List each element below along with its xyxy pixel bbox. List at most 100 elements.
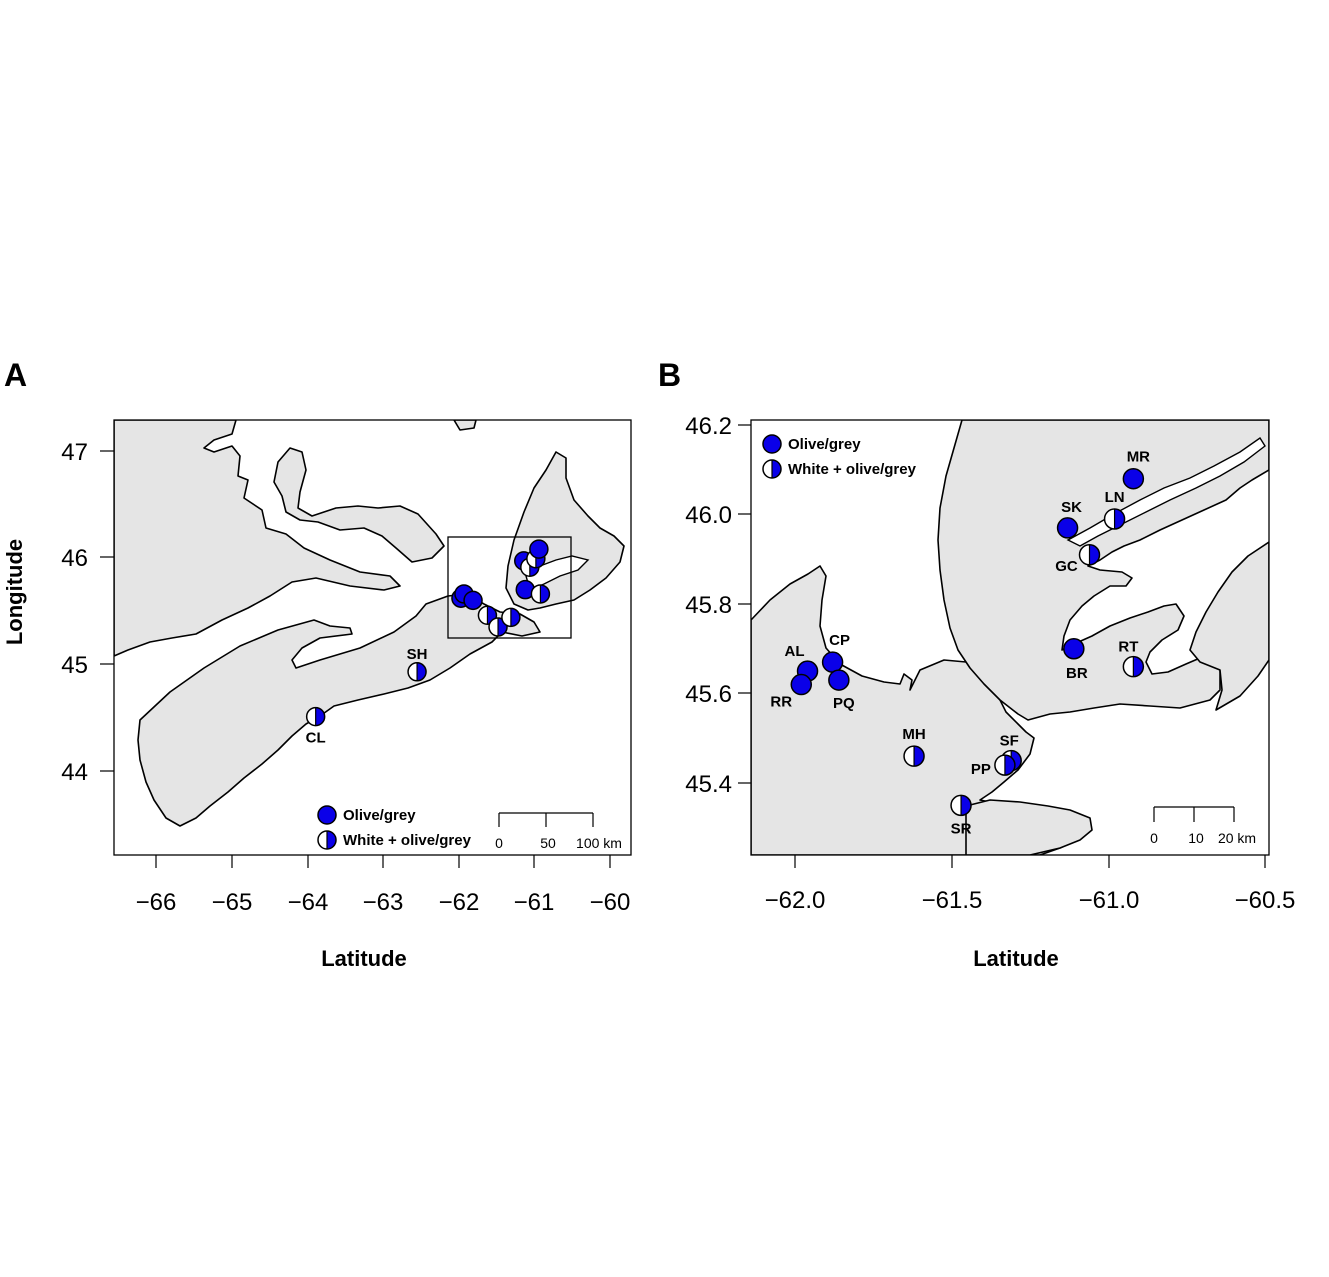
x-tick-a-5: −61 (514, 889, 555, 916)
land-east-peninsula-b (1189, 541, 1269, 711)
legend-half-marker-b (762, 459, 782, 479)
x-tick-a-6: −60 (590, 889, 631, 916)
markers-a (305, 539, 551, 727)
site-label-sk-b: SK (1061, 499, 1082, 516)
site-marker-rr-b (790, 673, 813, 696)
site-label-pq-b: PQ (833, 695, 855, 712)
x-tick-a-2: −64 (288, 889, 329, 916)
scale-b-2: 20 km (1218, 830, 1256, 846)
site-marker-cp-b (821, 651, 844, 673)
site-label-mh-b: MH (902, 726, 925, 743)
x-tick-b-3: −60.5 (1235, 887, 1296, 914)
site-label-sr-b: SR (951, 820, 972, 837)
site-marker-pp-b (994, 754, 1016, 776)
site-label-ln-b: LN (1105, 489, 1125, 506)
x-axis-a: −66 −65 −64 −63 −62 −61 −60 (136, 855, 631, 916)
y-tick-b-3: 45.6 (685, 681, 732, 708)
panel-b: B 46.2 46.0 45.8 45.6 45.4 (658, 357, 1295, 971)
x-tick-b-2: −61.0 (1079, 887, 1140, 914)
legend-half-glyph-b (762, 459, 782, 479)
map-a-frame (113, 419, 632, 856)
x-axis-label-b: Latitude (973, 946, 1059, 971)
legend-half-label-a: White + olive/grey (343, 832, 472, 849)
site-label-rr-b: RR (770, 694, 792, 711)
scale-b-1: 10 (1188, 830, 1204, 846)
y-tick-b-2: 45.8 (685, 592, 732, 619)
y-tick-a-0: 47 (61, 439, 88, 466)
y-tick-a-1: 46 (61, 545, 88, 572)
x-tick-b-1: −61.5 (922, 887, 983, 914)
x-axis-label-a: Latitude (321, 946, 407, 971)
site-label-pp-b: PP (971, 761, 991, 778)
y-tick-a-2: 45 (61, 652, 88, 679)
scale-a-2: 100 km (576, 835, 622, 851)
scale-b-0: 0 (1150, 830, 1158, 846)
legend-solid-label-a: Olive/grey (343, 807, 416, 824)
site-marker-sr-b (950, 794, 972, 817)
site-labels-b: MR SK LN GC CP AL RR PQ BR RT MH SF PP SR (770, 449, 1150, 838)
panel-letter-a: A (4, 357, 27, 393)
inset-box (447, 536, 572, 639)
legend-half-marker-a (317, 830, 337, 850)
site-marker-pq-b (828, 669, 850, 691)
map-point-a-11 (529, 539, 549, 559)
legend-a: Olive/grey White + olive/grey (317, 805, 472, 850)
land-prince-edward-island (273, 447, 445, 563)
x-tick-b-0: −62.0 (765, 887, 826, 914)
site-label-mr-b: MR (1127, 449, 1150, 466)
y-axis-label-a: Longitude (2, 539, 27, 645)
map-b-frame (750, 419, 1270, 856)
map-a-land (114, 420, 625, 827)
site-marker-mh-b (903, 745, 925, 767)
y-tick-b-1: 46.0 (685, 502, 732, 529)
x-tick-a-4: −62 (439, 889, 480, 916)
site-label-br-b: BR (1066, 665, 1088, 682)
site-label-rt-b: RT (1118, 639, 1138, 656)
land-new-brunswick (114, 420, 401, 657)
scale-a-1: 50 (540, 835, 556, 851)
site-marker-cl-a (305, 706, 326, 727)
legend-solid-glyph-a (317, 805, 337, 825)
scale-a-0: 0 (495, 835, 503, 851)
x-tick-a-1: −65 (212, 889, 253, 916)
land-nova-scotia (137, 593, 541, 827)
y-axis-b: 46.2 46.0 45.8 45.6 45.4 (685, 413, 751, 798)
site-marker-gc-b (1078, 544, 1101, 566)
legend-b: Olive/grey White + olive/grey (762, 434, 917, 479)
legend-half-label-b: White + olive/grey (788, 461, 917, 478)
site-labels-a: SH CL (306, 646, 428, 747)
map-point-a-2 (463, 590, 483, 611)
scale-bar-b: 0 10 20 km (1150, 806, 1256, 846)
legend-half-glyph-a (317, 830, 337, 850)
y-axis-a: 47 46 45 44 (61, 439, 114, 786)
legend-solid-glyph-b (762, 434, 782, 454)
x-tick-a-0: −66 (136, 889, 177, 916)
map-point-a-7 (530, 584, 551, 604)
land-cape-breton-b (937, 420, 1269, 721)
markers-b (790, 467, 1145, 817)
legend-solid-marker-a (317, 805, 337, 825)
site-label-sf-b: SF (1000, 733, 1019, 750)
y-tick-b-4: 45.4 (685, 771, 732, 798)
map-point-a-5 (501, 607, 521, 628)
site-marker-ln-b (1103, 508, 1126, 530)
site-marker-sh-a (407, 662, 427, 682)
panel-a: A 47 46 45 44 (2, 357, 632, 971)
site-label-cp-b: CP (829, 632, 850, 649)
site-label-gc-b: GC (1055, 558, 1078, 575)
site-label-sh-a: SH (407, 646, 428, 663)
y-tick-b-0: 46.2 (685, 413, 732, 440)
scale-bar-a: 0 50 100 km (495, 812, 622, 851)
panel-letter-b: B (658, 357, 681, 393)
legend-solid-marker-b (762, 434, 782, 454)
land-newfoundland-edge (453, 420, 477, 431)
site-label-cl-a: CL (306, 730, 326, 747)
land-south-shore-b (965, 799, 1093, 855)
x-axis-b: −62.0 −61.5 −61.0 −60.5 (765, 855, 1296, 914)
site-marker-rt-b (1122, 655, 1145, 678)
y-tick-a-3: 44 (61, 759, 88, 786)
site-marker-mr-b (1122, 467, 1145, 490)
legend-solid-label-b: Olive/grey (788, 436, 861, 453)
site-label-al-b: AL (785, 643, 805, 660)
